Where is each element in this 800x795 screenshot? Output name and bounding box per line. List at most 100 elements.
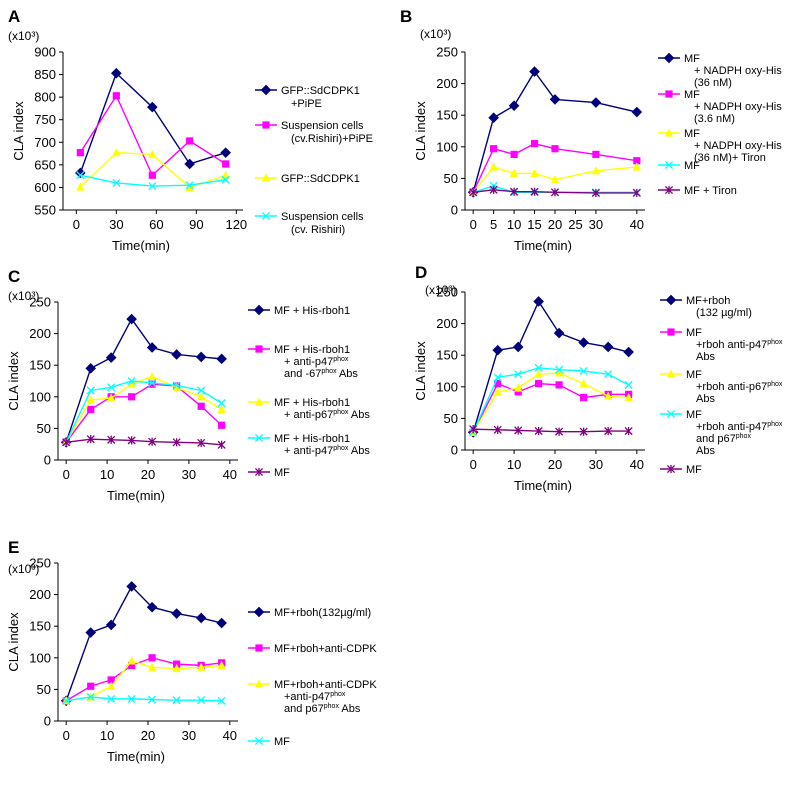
legend-text: MF <box>684 89 700 101</box>
y-tick-label: 50 <box>444 171 458 186</box>
legend-superscript: phox <box>333 356 349 363</box>
legend-text: + NADPH oxy-His <box>694 101 782 113</box>
data-point <box>147 371 157 381</box>
data-point <box>631 106 643 118</box>
y-axis-label: CLA index <box>6 351 21 411</box>
legend-text: (36 nM) <box>694 77 732 89</box>
data-point <box>555 381 563 389</box>
legend-text: Abs <box>696 445 715 457</box>
data-point <box>633 157 641 165</box>
data-point <box>216 353 227 365</box>
y-axis-label: CLA index <box>413 341 428 401</box>
legend-text: Abs <box>337 368 359 380</box>
x-tick-label: 10 <box>507 217 521 232</box>
legend-label: +rboh anti-p47phox <box>696 339 783 351</box>
legend-label: + anti-p67phox Abs <box>284 409 370 421</box>
panel-label: A <box>8 7 20 26</box>
legend-marker <box>255 644 263 652</box>
panel-label: E <box>8 538 19 557</box>
legend-label: +PiPE <box>291 98 322 110</box>
data-point <box>222 160 230 168</box>
x-tick-label: 0 <box>63 467 70 482</box>
legend-label: (cv.Rishiri)+PiPE <box>291 133 373 145</box>
legend-entry: MF <box>660 464 702 476</box>
x-tick-label: 120 <box>225 217 247 232</box>
legend-text: Abs <box>339 703 361 715</box>
data-point <box>105 352 117 363</box>
y-tick-label: 200 <box>29 587 51 602</box>
x-tick-label: 20 <box>548 457 562 472</box>
data-point <box>533 296 544 307</box>
legend-superscript: phox <box>333 445 349 452</box>
legend-superscript: phox <box>736 433 752 440</box>
data-point <box>126 313 137 325</box>
data-point <box>555 365 564 374</box>
legend-label: + NADPH oxy-His <box>694 140 782 152</box>
legend-entry: GFP::SdCDPK1 <box>255 173 360 185</box>
x-tick-label: 0 <box>63 728 70 743</box>
data-point <box>148 182 157 191</box>
series-line <box>66 660 222 702</box>
data-point <box>76 149 84 157</box>
legend-label: GFP::SdCDPK1 <box>281 173 360 185</box>
legend-text: + anti-p47 <box>284 445 333 457</box>
legend-label: MF + His-rboh1 <box>274 344 350 356</box>
legend-marker <box>665 294 677 306</box>
series-line <box>472 372 629 433</box>
legend-text: Suspension cells <box>281 211 364 223</box>
legend-label: Suspension cells <box>281 211 364 223</box>
data-point <box>128 661 136 669</box>
legend-marker <box>254 433 264 443</box>
data-point <box>107 383 116 392</box>
data-point <box>86 435 95 444</box>
data-point <box>510 150 518 158</box>
x-tick-label: 15 <box>527 217 541 232</box>
y-tick-label: 0 <box>451 203 458 218</box>
data-point <box>197 386 206 395</box>
x-tick-label: 30 <box>589 457 603 472</box>
legend-text: (3.6 nM) <box>694 113 735 125</box>
y-tick-label: 250 <box>436 285 458 300</box>
panel-label: D <box>415 263 427 282</box>
data-point <box>530 168 539 177</box>
legend-marker <box>260 84 272 96</box>
data-point <box>86 692 95 702</box>
data-point <box>172 696 181 705</box>
data-point <box>148 437 157 446</box>
legend-label: +rboh anti-p67phox <box>696 381 783 393</box>
y-tick-label: 150 <box>436 108 458 123</box>
x-tick-label: 40 <box>630 217 644 232</box>
legend-superscript: phox <box>321 368 337 375</box>
data-point <box>112 178 121 187</box>
y-tick-label: 700 <box>34 135 56 150</box>
series-2 <box>469 368 633 436</box>
legend-marker <box>261 173 271 182</box>
x-tick-label: 0 <box>470 217 477 232</box>
data-point <box>469 425 478 434</box>
data-point <box>534 426 543 436</box>
data-point <box>85 363 97 374</box>
legend-entry: MF+rboh+anti-CDPK <box>248 643 377 655</box>
legend-marker <box>253 606 265 618</box>
legend-text: +PiPE <box>291 98 322 110</box>
data-point <box>186 137 194 145</box>
y-tick-label: 200 <box>436 316 458 331</box>
legend-label: MF <box>684 89 700 101</box>
legend-label: MF <box>686 409 702 421</box>
series-1 <box>76 92 230 179</box>
data-point <box>197 402 205 410</box>
legend-text: + anti-p67 <box>284 409 333 421</box>
series-line <box>472 300 629 433</box>
y-tick-label: 50 <box>37 682 51 697</box>
data-point <box>105 619 117 631</box>
series-line <box>65 317 222 443</box>
series-line <box>472 367 629 433</box>
data-point <box>550 188 560 197</box>
legend-marker <box>254 679 264 688</box>
legend-text: and -67 <box>284 368 321 380</box>
legend-label: MF+rboh+anti-CDPK <box>274 643 377 655</box>
data-point <box>535 380 543 388</box>
data-point <box>551 145 559 153</box>
